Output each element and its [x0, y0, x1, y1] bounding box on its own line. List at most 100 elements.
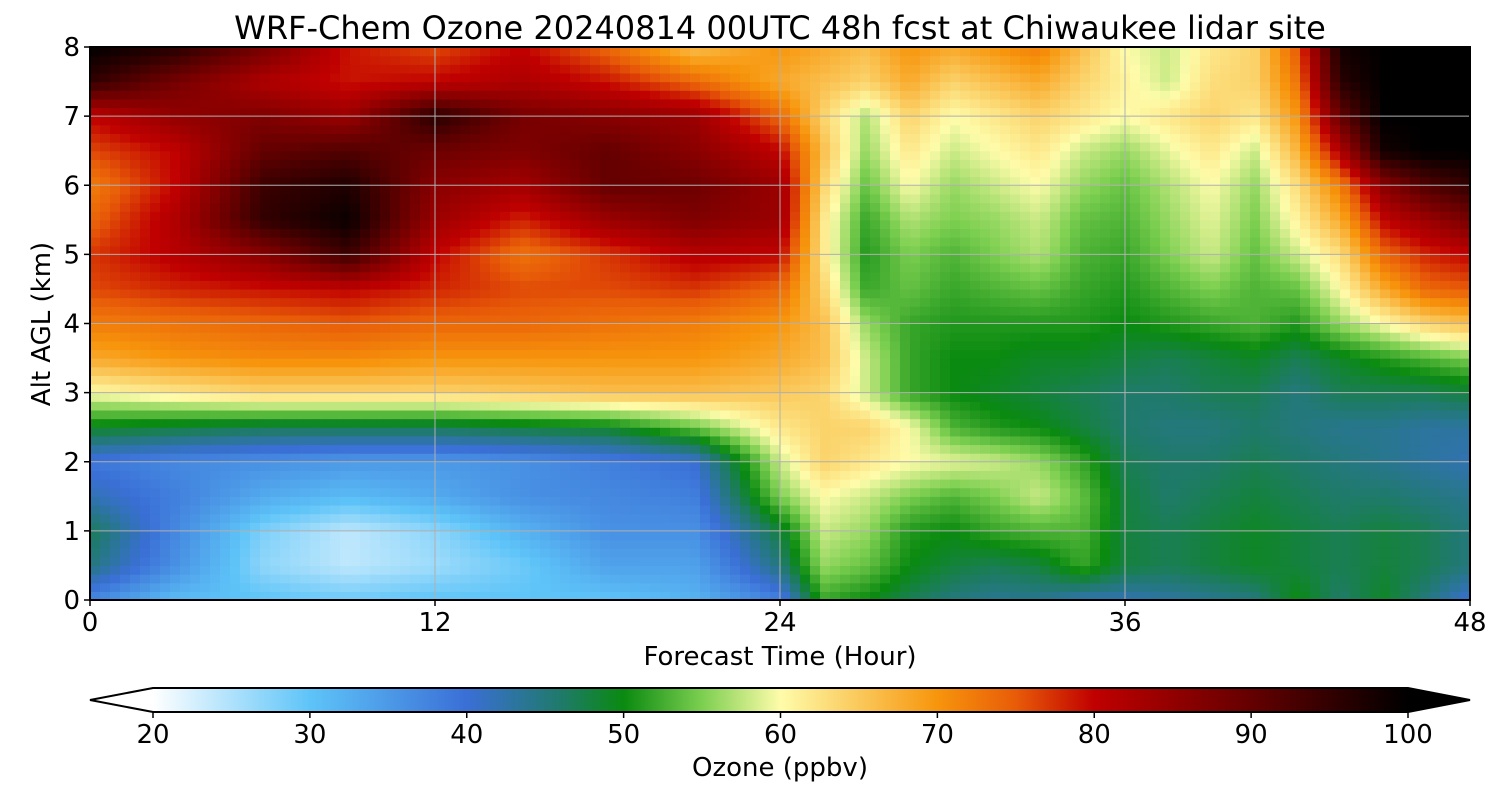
heat-cell — [640, 496, 651, 506]
heat-cell — [370, 453, 381, 463]
heat-cell — [1460, 314, 1471, 325]
heat-cell — [1110, 548, 1121, 558]
heat-cell — [540, 504, 551, 515]
heat-cell — [1010, 427, 1021, 437]
heat-cell — [340, 548, 351, 558]
heat-cell — [540, 565, 551, 575]
heat-cell — [210, 314, 221, 325]
heat-cell — [960, 479, 971, 489]
heat-cell — [1040, 461, 1051, 471]
heat-cell — [800, 496, 811, 506]
heat-cell — [810, 461, 821, 471]
heat-cell — [1220, 435, 1231, 446]
heat-cell — [1420, 375, 1431, 385]
heat-cell — [150, 487, 161, 497]
heat-cell — [1110, 288, 1121, 299]
heat-cell — [110, 409, 121, 420]
heat-cell — [310, 582, 321, 592]
heat-cell — [1090, 332, 1101, 342]
heat-cell — [890, 418, 901, 428]
heat-cell — [560, 487, 571, 497]
heat-cell — [1010, 513, 1021, 523]
heat-cell — [1300, 530, 1311, 541]
heat-cell — [740, 297, 751, 307]
heat-cell — [800, 288, 811, 299]
heat-cell — [1010, 444, 1021, 454]
heat-cell — [520, 582, 531, 592]
heat-cell — [300, 496, 311, 506]
heat-cell — [710, 297, 721, 307]
heat-cell — [140, 306, 151, 316]
heat-cell — [360, 297, 371, 307]
heat-cell — [1380, 323, 1391, 333]
heat-cell — [1170, 522, 1181, 532]
heat-cell — [150, 574, 161, 584]
heat-cell — [880, 487, 891, 497]
heat-cell — [210, 513, 221, 523]
heat-cell — [1370, 392, 1381, 402]
heat-cell — [720, 306, 731, 316]
heat-cell — [540, 401, 551, 411]
heat-cell — [1100, 530, 1111, 541]
heat-cell — [1010, 392, 1021, 402]
heat-cell — [570, 375, 581, 385]
heat-cell — [400, 306, 411, 316]
heat-cell — [330, 314, 341, 325]
heat-cell — [790, 288, 801, 299]
heat-cell — [1200, 418, 1211, 428]
heat-cell — [710, 444, 721, 454]
heat-cell — [570, 496, 581, 506]
heat-cell — [550, 435, 561, 446]
heat-cell — [690, 574, 701, 584]
heat-cell — [190, 522, 201, 532]
heat-cell — [1190, 401, 1201, 411]
heat-cell — [490, 513, 501, 523]
heat-cell — [1170, 418, 1181, 428]
heat-cell — [800, 340, 811, 351]
heat-cell — [270, 427, 281, 437]
heat-cell — [560, 409, 571, 420]
heat-cell — [850, 340, 861, 351]
heat-cell — [920, 332, 931, 342]
heat-cell — [1330, 548, 1341, 558]
heat-cell — [960, 340, 971, 351]
heat-cell — [320, 565, 331, 575]
heat-cell — [920, 548, 931, 558]
heat-cell — [1240, 409, 1251, 420]
heat-cell — [1050, 375, 1061, 385]
heat-cell — [110, 427, 121, 437]
heat-cell — [960, 444, 971, 454]
heat-cell — [690, 453, 701, 463]
heat-cell — [1130, 358, 1141, 368]
heat-cell — [1280, 444, 1291, 454]
heat-cell — [960, 539, 971, 549]
heat-cell — [990, 461, 1001, 471]
heat-cell — [930, 530, 941, 541]
heat-cell — [570, 435, 581, 446]
heat-cell — [580, 504, 591, 515]
heat-cell — [1370, 306, 1381, 316]
heat-cell — [970, 513, 981, 523]
heat-cell — [340, 288, 351, 299]
heat-cell — [1140, 435, 1151, 446]
heat-cell — [1380, 427, 1391, 437]
heat-cell — [590, 453, 601, 463]
heat-cell — [550, 418, 561, 428]
heat-cell — [940, 470, 951, 480]
heat-cell — [820, 444, 831, 454]
heat-cell — [900, 487, 911, 497]
heat-cell — [1130, 565, 1141, 575]
heat-cell — [860, 565, 871, 575]
heat-cell — [1160, 574, 1171, 584]
heat-cell — [800, 392, 811, 402]
heat-cell — [1360, 383, 1371, 394]
heat-cell — [1210, 479, 1221, 489]
heat-cell — [90, 470, 101, 480]
heat-cell — [330, 409, 341, 420]
heat-cell — [210, 418, 221, 428]
heat-cell — [250, 288, 261, 299]
heat-cell — [760, 522, 771, 532]
heat-cell — [1400, 504, 1411, 515]
heat-cell — [1200, 435, 1211, 446]
heat-cell — [890, 565, 901, 575]
